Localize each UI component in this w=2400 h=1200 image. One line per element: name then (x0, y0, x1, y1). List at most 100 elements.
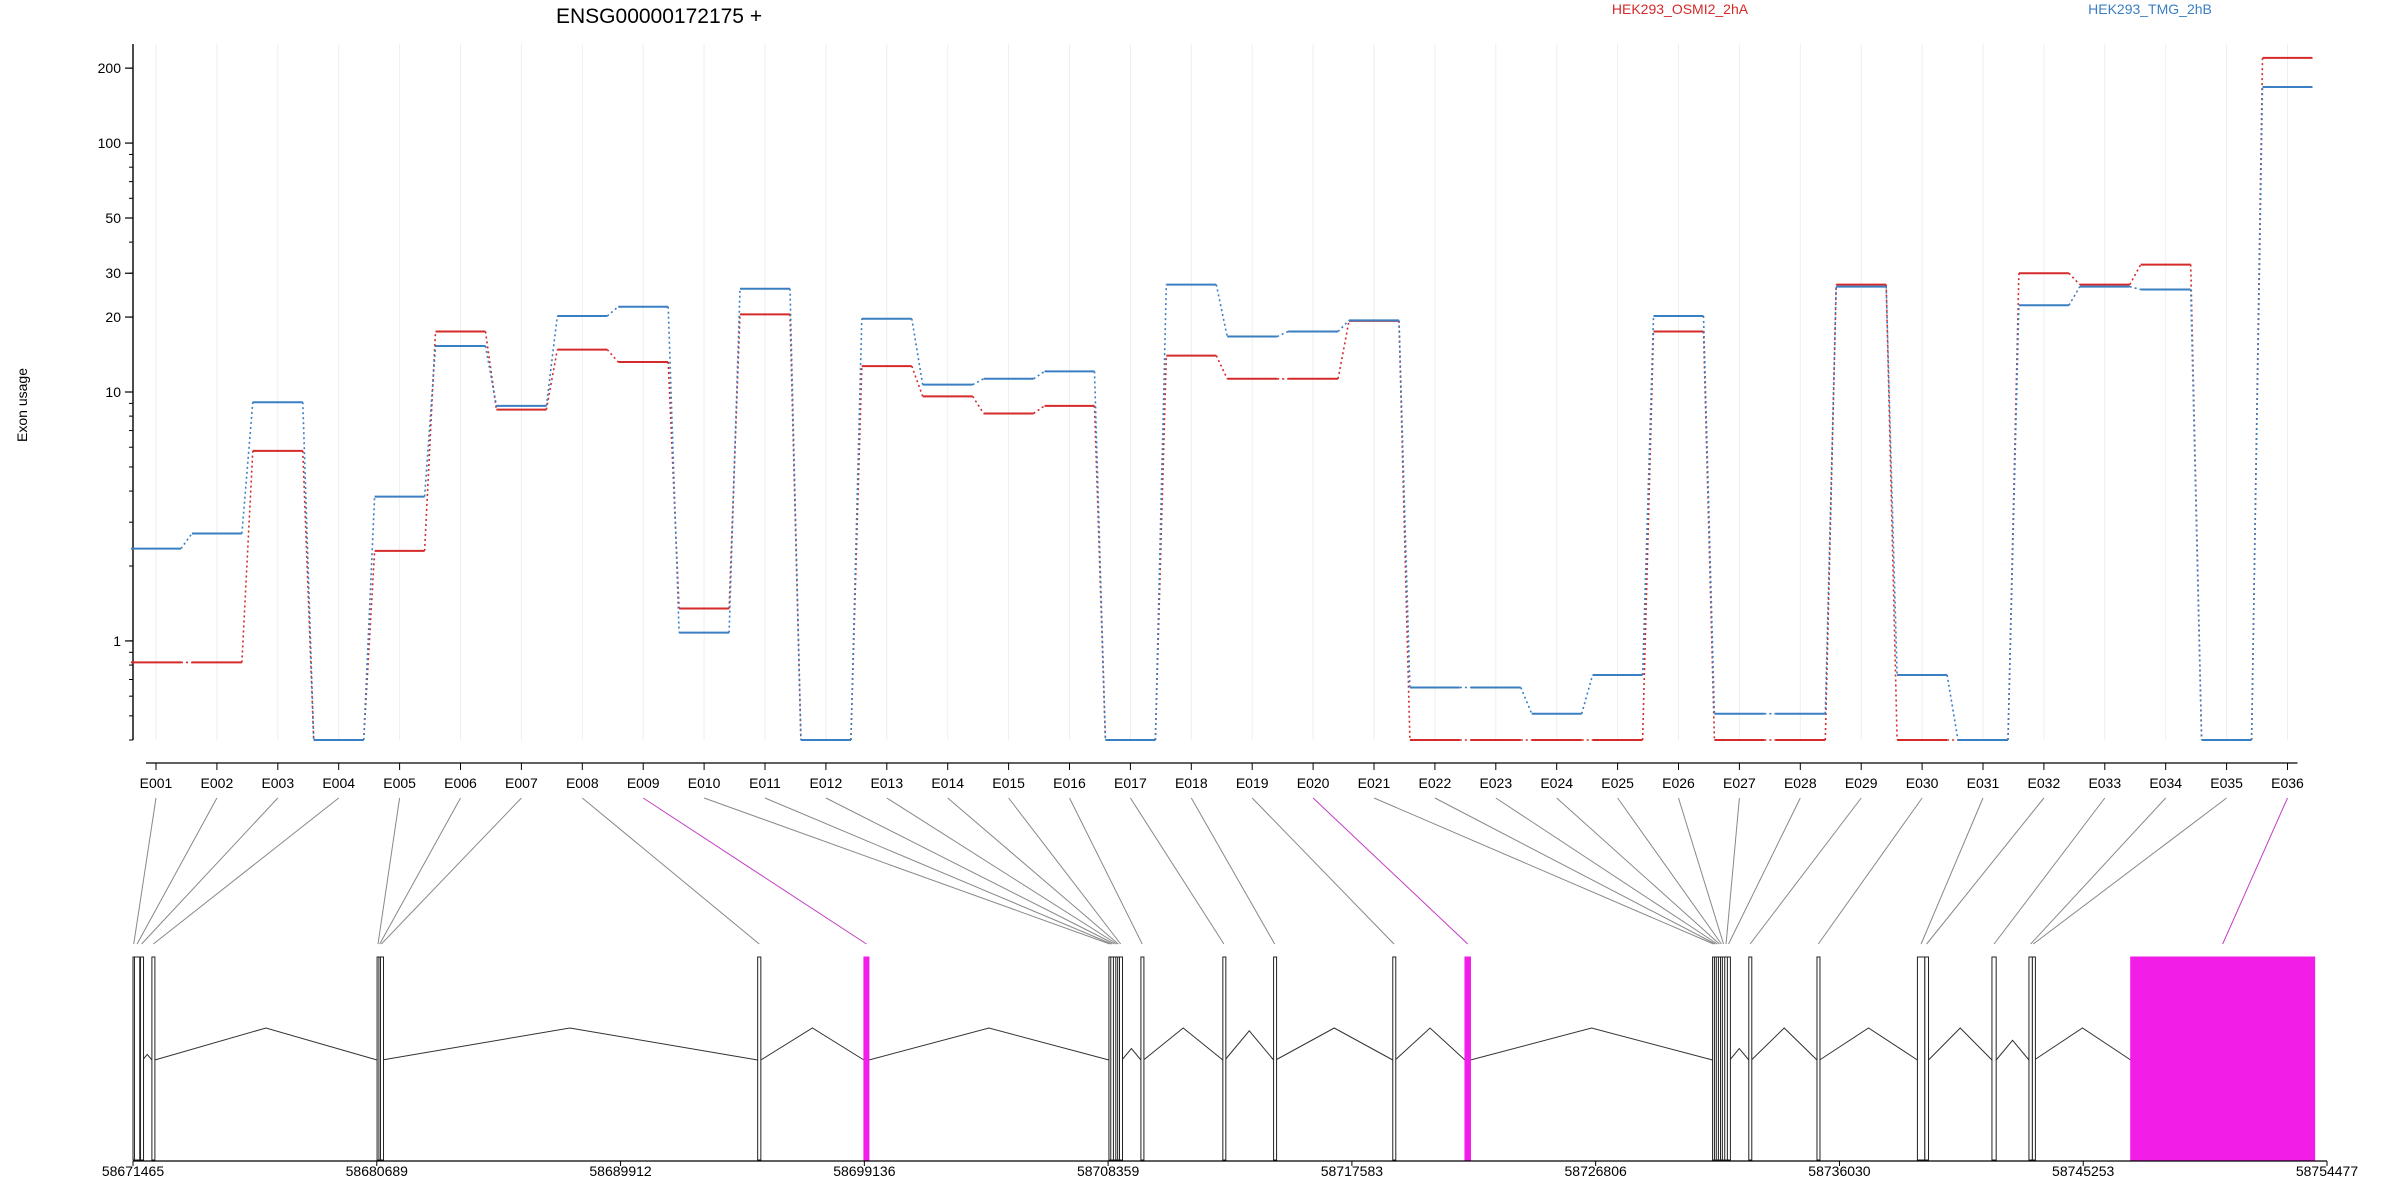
intron-line (1729, 1047, 1750, 1061)
exon-connector (153, 797, 340, 945)
coordinate-label: 58736030 (1808, 1163, 1871, 1179)
exon-connector (1008, 797, 1122, 945)
series-connector (728, 314, 741, 609)
x-tick-label: E036 (2271, 775, 2304, 791)
x-tick-label: E005 (383, 775, 416, 791)
x-tick-label: E011 (749, 775, 781, 791)
x-tick-label: E001 (140, 775, 173, 791)
exon-box (1924, 956, 1930, 1161)
series-connector (2189, 289, 2203, 741)
exon-box (1464, 956, 1471, 1161)
series-connector (2068, 286, 2081, 306)
coordinate-label: 58689912 (589, 1163, 652, 1179)
intron-line (868, 1027, 1110, 1061)
vertical-gridlines (155, 44, 2288, 740)
x-tick-label: E020 (1297, 775, 1330, 791)
series-connector (302, 402, 315, 741)
x-tick-label: E002 (201, 775, 234, 791)
series-connector (789, 288, 802, 741)
exon-connector (886, 797, 1117, 945)
exon-box (1118, 956, 1123, 1161)
series-connector (423, 345, 437, 497)
y-tick-label: 1 (113, 633, 121, 649)
exon-connector (1312, 797, 1469, 945)
series-connector (972, 378, 984, 386)
coordinate-label: 58671465 (102, 1163, 165, 1179)
y-tick-label: 20 (105, 309, 121, 325)
intron-line (1995, 1039, 2030, 1061)
exon-connector (133, 797, 157, 945)
series-connector (911, 318, 924, 385)
series-connector (1641, 331, 1655, 741)
series-connector (1337, 319, 1350, 333)
exon-box (151, 956, 156, 1161)
exon-box (2031, 956, 2036, 1161)
coordinate-label: 58754477 (2296, 1163, 2359, 1179)
series-connector (972, 395, 985, 414)
intron-line (2033, 1027, 2131, 1061)
exon-box (1748, 956, 1753, 1161)
exon-connectors (133, 797, 2288, 945)
series-connector (1946, 674, 1959, 741)
series-connector (728, 288, 741, 633)
series-connector (1885, 284, 1898, 741)
series-connector (1580, 674, 1594, 714)
exon-box (1222, 956, 1227, 1161)
x-tick-label: E034 (2149, 775, 2182, 791)
exon-connector (1069, 797, 1143, 945)
exon-connector (1678, 797, 1725, 945)
x-tick-label: E030 (1906, 775, 1939, 791)
x-tick-label: E006 (444, 775, 477, 791)
y-tick-label: 100 (98, 135, 122, 151)
intron-line (154, 1027, 378, 1061)
series-connector (2129, 285, 2141, 291)
coordinate-label: 58726806 (1565, 1163, 1628, 1179)
y-tick-label: 10 (105, 384, 121, 400)
exon-box (2028, 956, 2033, 1161)
legend: HEK293_OSMI2_2hA HEK293_TMG_2hB (1612, 1, 2212, 17)
intron-line (1470, 1027, 1713, 1061)
series-connector (241, 450, 254, 663)
series-connector (1337, 320, 1350, 379)
series-connector (1276, 330, 1289, 338)
x-tick-label: E007 (505, 775, 538, 791)
x-tick-label: E014 (931, 775, 964, 791)
series-connector (2129, 264, 2142, 285)
exon-box (2130, 956, 2316, 1161)
coordinate-label: 58699136 (833, 1163, 896, 1179)
intron-line (1819, 1027, 1918, 1061)
exon-box (1392, 956, 1397, 1161)
exon-connector (642, 797, 867, 945)
x-axis: E001 E002 E003 E004 E005 E006 E007 E008 E009 E010… (140, 762, 2304, 791)
series-connector (545, 315, 559, 406)
series-connector (1215, 284, 1228, 337)
exon-box (133, 956, 141, 1161)
exon-box (140, 956, 145, 1161)
coordinate-label: 58717583 (1321, 1163, 1384, 1179)
x-tick-label: E026 (1662, 775, 1695, 791)
exon-box (863, 956, 870, 1161)
x-tick-label: E010 (688, 775, 721, 791)
series-connector (241, 402, 254, 534)
exon-connector (1749, 797, 1862, 945)
series-connector (180, 533, 193, 550)
exon-connector (764, 797, 1113, 945)
exon-connector (1434, 797, 1716, 945)
series-connector (606, 349, 619, 363)
x-tick-label: E033 (2088, 775, 2121, 791)
intron-line (1143, 1027, 1224, 1061)
exon-connector (379, 797, 461, 945)
series-connector (1520, 687, 1533, 715)
series-connector (1824, 284, 1837, 741)
intron-line (1751, 1027, 1818, 1061)
x-tick-label: E022 (1419, 775, 1452, 791)
exon-box (1816, 956, 1821, 1161)
exon-connector (1817, 797, 1923, 945)
x-tick-label: E019 (1236, 775, 1269, 791)
series-connector (1154, 284, 1168, 741)
y-tick-label: 50 (105, 210, 121, 226)
x-tick-label: E035 (2210, 775, 2243, 791)
series-connector (789, 314, 802, 741)
series-HEK293_OSMI2_2hA (131, 56, 2313, 741)
